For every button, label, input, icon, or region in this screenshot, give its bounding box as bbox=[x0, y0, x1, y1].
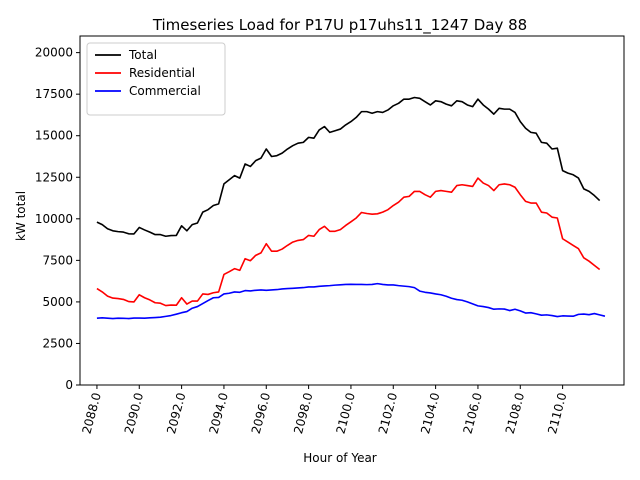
y-axis: 0 2500 5000 7500 10000 12500 15000 17500 20000 bbox=[35, 46, 80, 392]
chart-title: Timeseries Load for P17U p17uhs11_1247 D… bbox=[152, 16, 527, 35]
y-axis-label: kW total bbox=[14, 191, 28, 241]
legend-label: Total bbox=[128, 48, 157, 62]
legend-label: Commercial bbox=[129, 84, 201, 98]
y-tick-label: 5000 bbox=[42, 295, 73, 309]
y-tick-label: 12500 bbox=[35, 170, 73, 184]
series-line-total bbox=[96, 96, 601, 238]
legend-box bbox=[86, 42, 226, 116]
series-line-commercial bbox=[96, 282, 606, 320]
y-tick-label: 0 bbox=[65, 378, 73, 392]
series-layer bbox=[96, 96, 606, 320]
y-tick-label: 7500 bbox=[42, 253, 73, 267]
legend-label: Residential bbox=[129, 66, 195, 80]
y-tick-label: 2500 bbox=[42, 336, 73, 350]
x-axis-label: Hour of Year bbox=[303, 451, 377, 465]
y-tick-label: 15000 bbox=[35, 129, 73, 143]
y-tick-label: 10000 bbox=[35, 212, 73, 226]
y-tick-label: 17500 bbox=[35, 87, 73, 101]
series-line-residential bbox=[96, 177, 601, 307]
legend: Total Residential Commercial bbox=[86, 42, 226, 116]
plot-frame bbox=[79, 35, 625, 386]
y-tick-label: 20000 bbox=[35, 46, 73, 60]
